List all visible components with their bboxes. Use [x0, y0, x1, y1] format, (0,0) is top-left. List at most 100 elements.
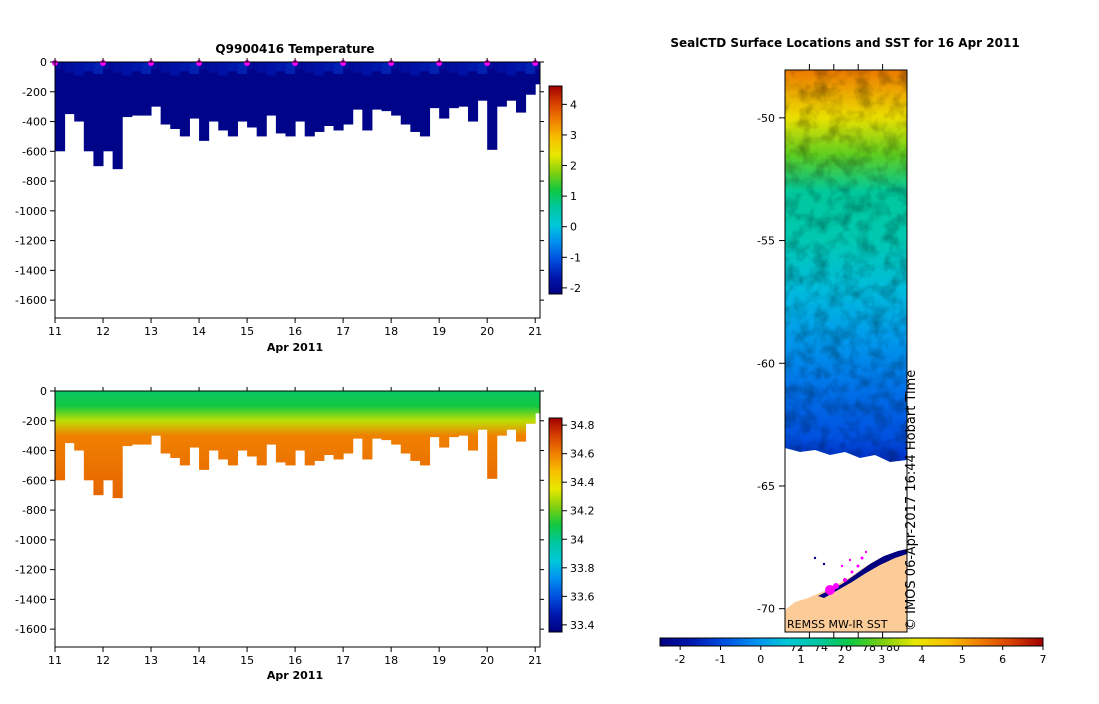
temperature-profile-column [515, 62, 527, 113]
x-tick-label: 19 [432, 654, 446, 667]
lat-tick-label: -70 [757, 603, 775, 616]
temperature-profile-column [400, 62, 411, 125]
salinity-profile-column [160, 391, 171, 454]
x-tick-label: 14 [192, 325, 206, 338]
salinity-profile-column [275, 391, 286, 463]
salinity-profile-column [170, 391, 181, 458]
temperature-surface-layer [247, 62, 258, 70]
salinity-xlabel: Apr 2011 [267, 669, 323, 682]
temperature-profile-column [160, 62, 171, 125]
x-tick-label: 19 [432, 325, 446, 338]
salinity-profile-column [83, 391, 94, 481]
x-tick-label: 11 [48, 654, 62, 667]
temperature-surface-layer [131, 62, 142, 72]
temperature-surface-layer [141, 62, 152, 74]
colorbar-tick-label: 34.6 [570, 448, 595, 461]
y-tick-label: -400 [22, 116, 47, 129]
temperature-surface-layer [93, 62, 104, 74]
temperature-surface-layer [170, 62, 181, 76]
temperature-profile-column [333, 62, 344, 131]
temperature-surface-layer [515, 62, 527, 72]
temperature-xlabel: Apr 2011 [267, 341, 323, 354]
x-tick-label: 18 [384, 654, 398, 667]
temperature-profile-column [448, 62, 459, 109]
x-tick-label: 12 [96, 325, 110, 338]
salinity-profile-column [314, 391, 325, 461]
temperature-surface-layer [400, 62, 411, 73]
y-tick-label: -1600 [15, 294, 47, 307]
salinity-profile-column [323, 391, 335, 455]
salinity-colorbar [548, 417, 563, 633]
x-tick-label: 12 [96, 654, 110, 667]
salinity-profile-column [131, 391, 142, 445]
salinity-profile-column [496, 391, 507, 436]
temperature-profile-column [419, 62, 431, 137]
temperature-colorbar-ticks: -2 -1 0 1 2 3 4 [562, 98, 581, 295]
temperature-profile-column [151, 62, 162, 107]
sst-field-texture [785, 70, 907, 462]
temperature-surface-layer [275, 62, 286, 72]
x-tick-label: 20 [480, 325, 494, 338]
temperature-profile-column [410, 62, 421, 132]
x-tick-label: 17 [336, 325, 350, 338]
salinity-profile-column [477, 391, 488, 430]
temperature-surface-layer [371, 62, 383, 72]
y-tick-label: -1600 [15, 623, 47, 636]
colorbar-tick-label: 0 [570, 221, 577, 234]
temperature-profile-column [83, 62, 94, 152]
x-tick-label: 15 [240, 654, 254, 667]
x-tick-label: 17 [336, 654, 350, 667]
temperature-surface-layer [218, 62, 229, 76]
temperature-profile-column [93, 62, 104, 167]
y-tick-label: -1000 [15, 534, 47, 547]
salinity-axes-frame [54, 390, 541, 648]
salinity-colorbar-ticks: 33.4 33.6 33.8 34 34.2 34.4 34.6 34.8 [562, 419, 595, 632]
salinity-data [55, 391, 541, 499]
colorbar-tick-label: 34.4 [570, 476, 595, 489]
x-tick-label: 13 [144, 654, 158, 667]
y-tick-label: -1400 [15, 593, 47, 606]
temperature-profile-column [323, 62, 335, 126]
temperature-profile-column [103, 62, 114, 152]
salinity-profile-column [458, 391, 469, 436]
y-tick-label: -1400 [15, 264, 47, 277]
temperature-profile-column [391, 62, 402, 116]
temperature-surface-layer [112, 62, 123, 73]
temperature-profile-column [295, 62, 306, 122]
temperature-profile-column [429, 62, 440, 109]
temperature-surface-layer [304, 62, 315, 73]
sst-colorbar-tick-label: 2 [838, 653, 845, 666]
temperature-profile-column [227, 62, 238, 137]
temperature-profile-column [314, 62, 325, 132]
sst-colorbar-tick-label: 3 [878, 653, 885, 666]
temperature-profile-column [141, 62, 152, 116]
temperature-profile-column [55, 62, 66, 152]
temperature-surface-layer [343, 62, 354, 70]
lat-tick-label: -65 [757, 480, 775, 493]
salinity-profile-column [362, 391, 373, 460]
salinity-profile-column [506, 391, 517, 430]
temperature-profile-column [535, 62, 541, 85]
temperature-profile-column [467, 62, 479, 122]
salinity-profile-column [343, 391, 354, 454]
salinity-profile-column [189, 391, 200, 448]
temperature-surface-layer [314, 62, 325, 76]
temperature-surface-layer [506, 62, 517, 76]
temperature-surface-layer [535, 62, 541, 70]
salinity-profile-column [64, 391, 75, 444]
y-tick-label: -600 [22, 474, 47, 487]
sst-colorbar-tick-label: -1 [715, 653, 726, 666]
colorbar-tick-label: 4 [570, 98, 577, 111]
ice-fleck [822, 562, 826, 566]
seal-location-marker [860, 556, 864, 560]
temperature-profile-column [266, 62, 277, 116]
temperature-surface-layer [295, 62, 306, 70]
colorbar-tick-label: 1 [570, 190, 577, 203]
lat-tick-label: -50 [757, 112, 775, 125]
temperature-surface-layer [439, 62, 450, 70]
temperature-surface-layer [285, 62, 296, 74]
temperature-profile-column [487, 62, 498, 150]
salinity-profile-column [448, 391, 459, 438]
sst-colorbar-tick-label: 4 [919, 653, 926, 666]
